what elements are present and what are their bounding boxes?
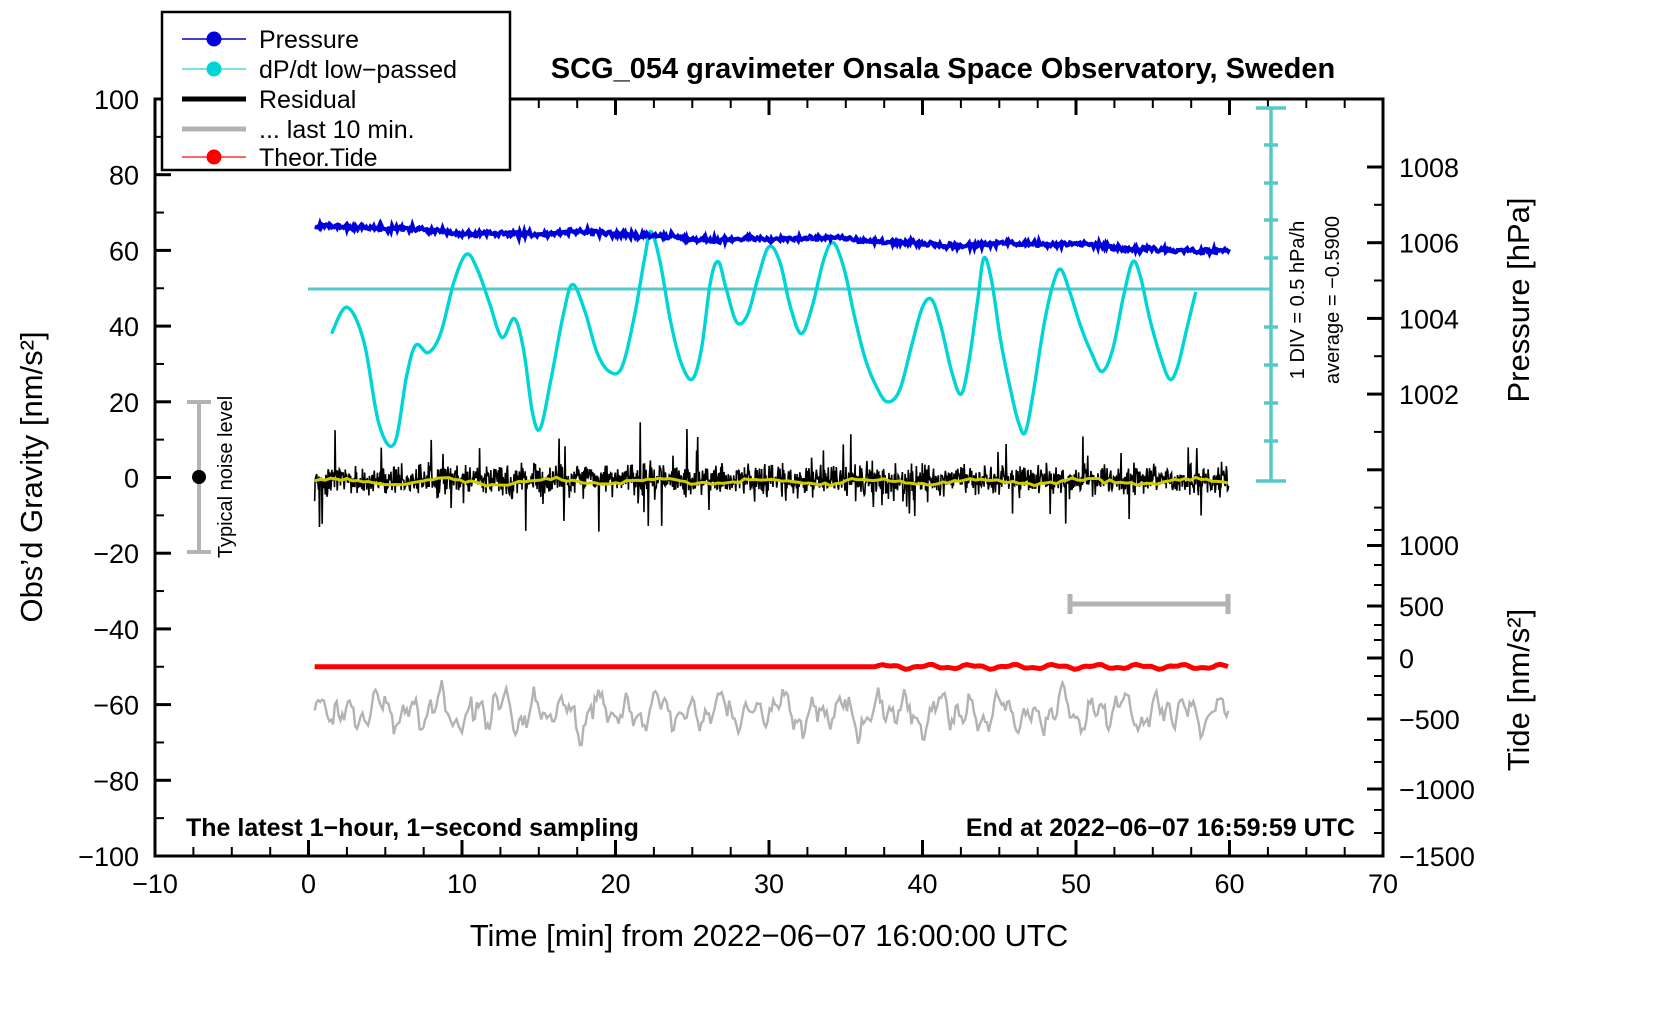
chart-title: SCG_054 gravimeter Onsala Space Observat…: [551, 53, 1335, 85]
series-residual-smoothed: [314, 475, 1229, 488]
series-residual: [313, 422, 1230, 532]
ytick-label: −20: [93, 539, 139, 569]
right-axis-title-tide: Tide [nm/s²]: [1501, 609, 1536, 772]
y-axis-minor-ticks: [155, 135, 164, 820]
legend-item-pressure[interactable]: Pressure: [182, 26, 359, 54]
ytick-label: −100: [78, 842, 139, 872]
ytick-label: 100: [94, 85, 139, 115]
ytick-label: 80: [109, 161, 139, 191]
data-series-group: [308, 217, 1270, 747]
rtick-pressure-label: 1008: [1399, 153, 1459, 183]
rtick-tide-label: −1500: [1399, 842, 1475, 872]
rtick-tide-label: −1000: [1399, 775, 1475, 805]
rtick-pressure-label: 1000: [1399, 531, 1459, 561]
xtick-label: 0: [301, 869, 316, 899]
y-axis-ticks: [155, 97, 171, 858]
legend-marker-pressure: [206, 31, 222, 47]
y-axis-tick-labels: 100 80 60 40 20 0 −20 −40 −60 −80 −100: [78, 85, 139, 872]
xtick-label: 50: [1061, 869, 1091, 899]
xtick-label: 10: [447, 869, 477, 899]
ytick-label: 20: [109, 388, 139, 418]
x-axis-tick-labels: −10 0 10 20 30 40 50 60 70: [132, 869, 1398, 899]
right-axis-minor-ticks: [1374, 203, 1383, 834]
footer-left-label: The latest 1−hour, 1−second sampling: [186, 814, 639, 842]
legend-marker-theor-tide: [206, 149, 222, 165]
typical-noise-level-label: Typical noise level: [215, 396, 237, 558]
x-axis-ticks: [153, 99, 1385, 856]
rtick-pressure-label: 1004: [1399, 304, 1459, 334]
xtick-label: 60: [1214, 869, 1244, 899]
legend-item-residual[interactable]: Residual: [182, 86, 356, 114]
ytick-label: 0: [124, 464, 139, 494]
y-axis-title: Obs’d Gravity [nm/s²]: [14, 331, 49, 622]
typical-noise-level-marker: [187, 400, 211, 554]
last-10-min-span-bar: [1067, 594, 1231, 614]
right-pressure-tick-labels: 1008 1006 1004 1002 1000: [1399, 153, 1459, 561]
series-theor-tide: [314, 661, 1229, 672]
series-dpdt-lowpassed: [330, 229, 1198, 449]
rtick-tide-label: 500: [1399, 592, 1444, 622]
scale-bar-label: 1 DIV = 0.5 hPa/h: [1287, 221, 1309, 379]
ytick-label: 60: [109, 236, 139, 266]
legend-label: dP/dt low−passed: [259, 56, 457, 84]
legend-label: ... last 10 min.: [259, 116, 415, 144]
ytick-label: −60: [93, 691, 139, 721]
right-tide-tick-labels: 500 0 −500 −1000 −1500: [1399, 592, 1475, 872]
xtick-label: 20: [600, 869, 630, 899]
rtick-pressure-label: 1006: [1399, 229, 1459, 259]
legend-label: Residual: [259, 86, 356, 114]
rtick-tide-label: −500: [1399, 705, 1460, 735]
xtick-label: 70: [1368, 869, 1398, 899]
legend-item-last10[interactable]: ... last 10 min.: [182, 116, 415, 144]
noise-center-dot: [192, 470, 206, 484]
legend-label: Theor.Tide: [259, 144, 378, 172]
rtick-pressure-label: 1002: [1399, 380, 1459, 410]
legend-item-dpdt[interactable]: dP/dt low−passed: [182, 56, 457, 84]
legend: Pressure dP/dt low−passed Residual ... l…: [160, 10, 512, 172]
footer-right-label: End at 2022−06−07 16:59:59 UTC: [966, 814, 1355, 842]
ytick-label: −40: [93, 615, 139, 645]
x-axis-title: Time [min] from 2022−06−07 16:00:00 UTC: [470, 918, 1069, 953]
xtick-label: −10: [132, 869, 178, 899]
ytick-label: 40: [109, 312, 139, 342]
legend-item-theor-tide[interactable]: Theor.Tide: [182, 144, 378, 172]
xtick-label: 40: [907, 869, 937, 899]
legend-label: Pressure: [259, 26, 359, 54]
dpdt-scale-bar: [1256, 106, 1286, 483]
legend-marker-dpdt: [206, 61, 222, 77]
xtick-label: 30: [754, 869, 784, 899]
right-axis-title-pressure: Pressure [hPa]: [1501, 197, 1536, 402]
average-label: average = −0.5900: [1322, 216, 1344, 384]
series-last-10-min: [313, 679, 1230, 747]
right-axis-ticks: [1367, 165, 1383, 858]
rtick-tide-label: 0: [1399, 644, 1414, 674]
ytick-label: −80: [93, 766, 139, 796]
series-pressure: [314, 217, 1231, 259]
